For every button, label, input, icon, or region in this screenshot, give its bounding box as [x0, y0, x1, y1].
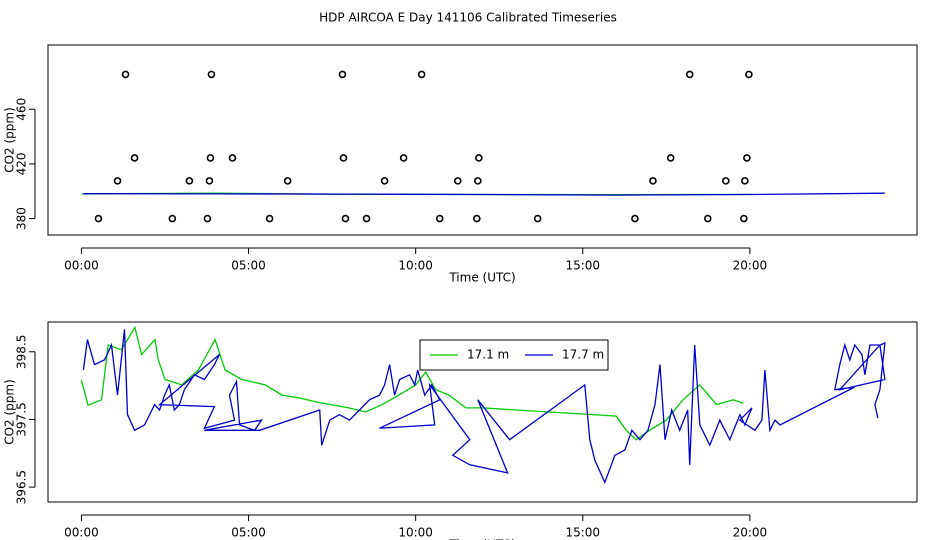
data-point [722, 177, 730, 185]
x-axis-label: Time (UTC) [448, 538, 515, 540]
data-point [205, 177, 214, 185]
data-point [743, 154, 751, 162]
y-tick-label: 380 [15, 207, 29, 230]
x-tick-label: 00:00 [64, 526, 99, 540]
data-point [121, 70, 130, 79]
y-axis-label: CO2 (ppm) [3, 107, 17, 173]
data-point [666, 154, 675, 162]
data-point [185, 177, 194, 185]
data-point [399, 154, 408, 162]
y-tick-label: 460 [15, 98, 29, 121]
plot-frame [47, 44, 918, 236]
data-point [417, 70, 426, 79]
legend-label: 17.1 m [467, 348, 509, 362]
x-tick-label: 00:00 [64, 259, 99, 273]
data-point [207, 70, 216, 79]
data-point [283, 177, 292, 185]
data-point [685, 70, 694, 79]
data-point [703, 214, 712, 223]
page-title: HDP AIRCOA E Day 141106 Calibrated Times… [319, 11, 617, 25]
data-point [203, 214, 212, 223]
data-point [475, 154, 483, 162]
data-point [745, 70, 753, 79]
data-point [265, 214, 274, 223]
data-point [206, 154, 215, 162]
x-tick-label: 05:00 [231, 526, 266, 540]
data-point [338, 70, 347, 79]
data-point [631, 214, 639, 223]
plot-frame [47, 321, 918, 503]
legend-label: 17.7 m [562, 348, 604, 362]
data-point [339, 154, 348, 162]
data-point [341, 214, 350, 223]
data-point [380, 177, 389, 185]
x-tick-label: 10:00 [398, 259, 433, 273]
data-point [649, 177, 657, 185]
data-point [474, 177, 482, 185]
x-tick-label: 10:00 [398, 526, 433, 540]
data-point [168, 214, 177, 223]
x-tick-label: 15:00 [565, 259, 600, 273]
data-point [435, 214, 444, 223]
y-axis-label: CO2 (ppm) [3, 379, 17, 445]
data-point [113, 177, 122, 185]
data-point [473, 214, 481, 223]
x-tick-label: 15:00 [565, 526, 600, 540]
data-point [130, 154, 139, 162]
data-line [83, 192, 885, 196]
y-tick-label: 397.5 [15, 402, 29, 436]
x-tick-label: 05:00 [231, 259, 266, 273]
data-point [228, 154, 237, 162]
y-tick-label: 420 [15, 152, 29, 175]
x-axis-label: Time (UTC) [448, 271, 515, 285]
data-point [362, 214, 371, 223]
data-point [741, 177, 749, 185]
x-tick-label: 20:00 [733, 526, 768, 540]
y-tick-label: 396.5 [15, 470, 29, 504]
y-tick-label: 398.5 [15, 335, 29, 369]
data-point [453, 177, 462, 185]
data-point [740, 214, 748, 223]
data-point [533, 214, 542, 223]
data-line [82, 329, 886, 485]
x-tick-label: 20:00 [733, 259, 768, 273]
data-point [94, 214, 103, 223]
